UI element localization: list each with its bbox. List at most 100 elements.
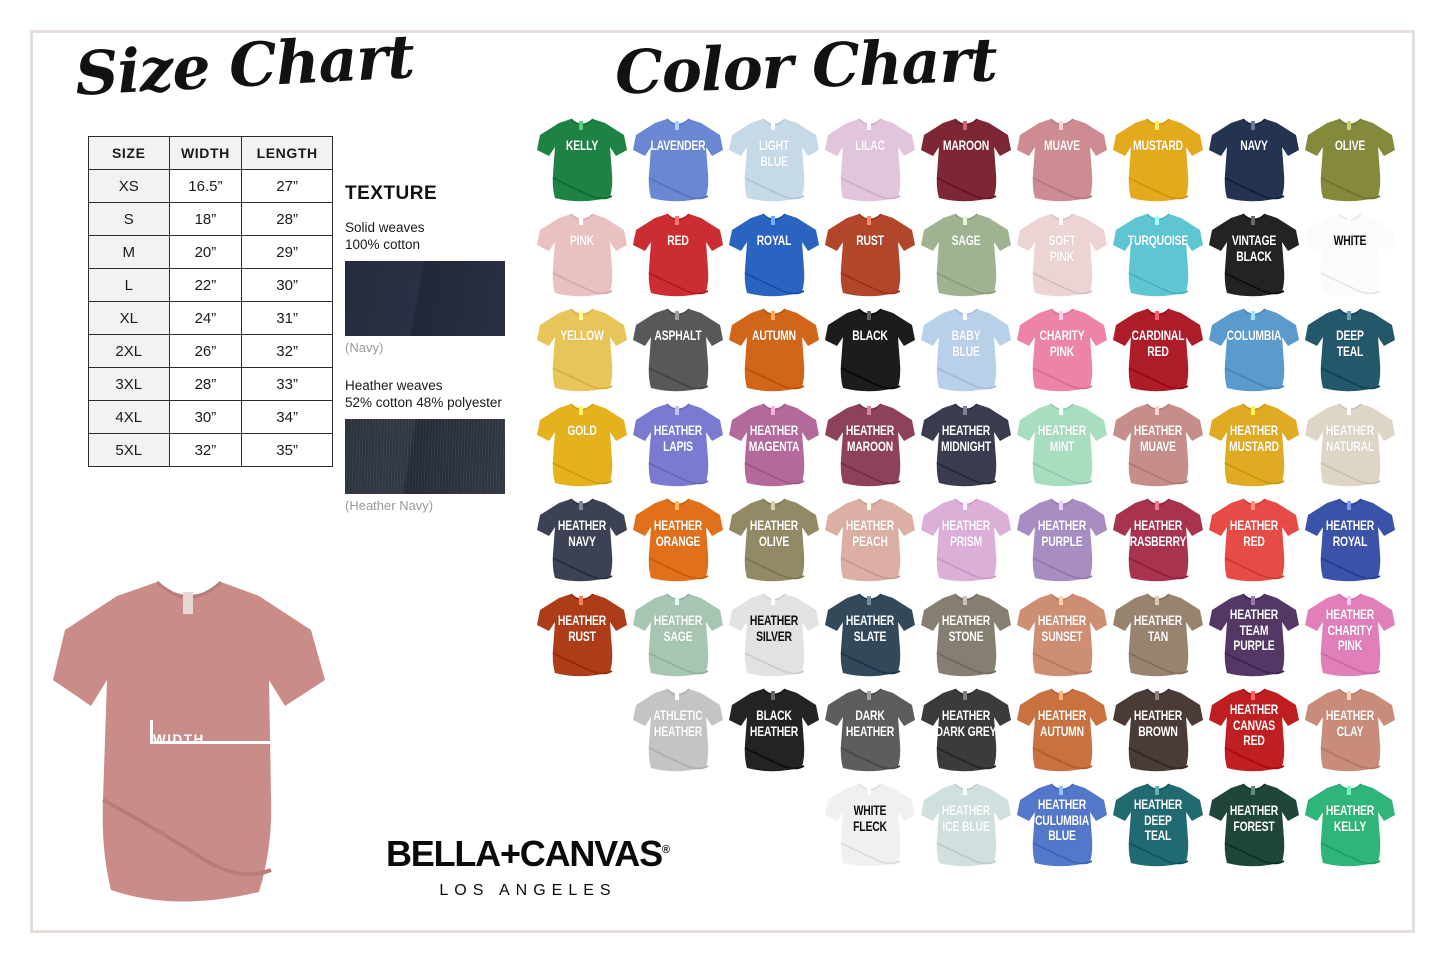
- color-label: GOLD: [567, 422, 597, 438]
- color-swatch-heather-muave[interactable]: HEATHER MUAVE: [1111, 397, 1205, 489]
- color-swatch-heather-tan[interactable]: HEATHER TAN: [1111, 587, 1205, 679]
- color-swatch-heather-lapis[interactable]: HEATHER LAPIS: [631, 397, 725, 489]
- color-swatch-heather-magenta[interactable]: HEATHER MAGENTA: [727, 397, 821, 489]
- color-label: HEATHER ORANGE: [653, 517, 703, 549]
- color-swatch-heather-maroon[interactable]: HEATHER MAROON: [823, 397, 917, 489]
- tshirt-icon: [1305, 308, 1395, 392]
- color-swatch-heather-orange[interactable]: HEATHER ORANGE: [631, 492, 725, 584]
- heather-weave-caption: (Heather Navy): [345, 498, 434, 513]
- color-swatch-heather-dark-grey[interactable]: HEATHER DARK GREY: [919, 682, 1013, 774]
- color-swatch-heather-clay[interactable]: HEATHER CLAY: [1303, 682, 1397, 774]
- color-label: CARDINAL RED: [1131, 327, 1185, 359]
- color-swatch-black-heather[interactable]: BLACK HEATHER: [727, 682, 821, 774]
- tshirt-icon: [1113, 118, 1203, 202]
- color-swatch-vintage-black[interactable]: VINTAGE BLACK: [1207, 207, 1301, 299]
- color-swatch-heather-purple[interactable]: HEATHER PURPLE: [1015, 492, 1109, 584]
- color-swatch-maroon[interactable]: MAROON: [919, 112, 1013, 204]
- tshirt-icon: [1017, 308, 1107, 392]
- color-swatch-soft-pink[interactable]: SOFT PINK: [1015, 207, 1109, 299]
- color-swatch-heather-red[interactable]: HEATHER RED: [1207, 492, 1301, 584]
- tshirt-icon: [1209, 688, 1299, 772]
- color-swatch-mustard[interactable]: MUSTARD: [1111, 112, 1205, 204]
- tshirt-icon: [921, 308, 1011, 392]
- color-swatch-heather-natural[interactable]: HEATHER NATURAL: [1303, 397, 1397, 489]
- color-label: LAVENDER: [650, 137, 706, 153]
- color-swatch-navy[interactable]: NAVY: [1207, 112, 1301, 204]
- color-swatch-heather-ice-blue[interactable]: HEATHER ICE BLUE: [919, 777, 1013, 869]
- color-swatch-heather-kelly[interactable]: HEATHER KELLY: [1303, 777, 1397, 869]
- color-swatch-white[interactable]: WHITE: [1303, 207, 1397, 299]
- color-label: NAVY: [1240, 137, 1268, 153]
- registered-mark: ®: [661, 844, 671, 856]
- color-label: HEATHER TEAM PURPLE: [1229, 606, 1279, 653]
- color-swatch-lilac[interactable]: LILAC: [823, 112, 917, 204]
- color-swatch-heather-mustard[interactable]: HEATHER MUSTARD: [1207, 397, 1301, 489]
- size-cell: 3XL: [88, 367, 170, 401]
- color-swatch-kelly[interactable]: KELLY: [535, 112, 629, 204]
- table-row: XS 16.5” 27”: [88, 169, 333, 203]
- heather-weave-swatch: [345, 419, 505, 494]
- color-swatch-white-fleck[interactable]: WHITE FLECK: [823, 777, 917, 869]
- color-swatch-heather-team-purple[interactable]: HEATHER TEAM PURPLE: [1207, 587, 1301, 679]
- width-cell: 32”: [168, 433, 243, 467]
- color-swatch-heather-rasberry[interactable]: HEATHER RASBERRY: [1111, 492, 1205, 584]
- color-swatch-muave[interactable]: MUAVE: [1015, 112, 1109, 204]
- color-swatch-heather-peach[interactable]: HEATHER PEACH: [823, 492, 917, 584]
- color-swatch-heather-rust[interactable]: HEATHER RUST: [535, 587, 629, 679]
- color-swatch-yellow[interactable]: YELLOW: [535, 302, 629, 394]
- color-swatch-heather-slate[interactable]: HEATHER SLATE: [823, 587, 917, 679]
- color-swatch-pink[interactable]: PINK: [535, 207, 629, 299]
- color-swatch-heather-silver[interactable]: HEATHER SILVER: [727, 587, 821, 679]
- color-swatch-heather-charity-pink[interactable]: HEATHER CHARITY PINK: [1303, 587, 1397, 679]
- color-swatch-gold[interactable]: GOLD: [535, 397, 629, 489]
- size-cell: 5XL: [88, 433, 170, 467]
- color-swatch-rust[interactable]: RUST: [823, 207, 917, 299]
- color-swatch-light-blue[interactable]: LIGHT BLUE: [727, 112, 821, 204]
- color-swatch-autumn[interactable]: AUTUMN: [727, 302, 821, 394]
- color-swatch-red[interactable]: RED: [631, 207, 725, 299]
- width-tick-left: [150, 720, 153, 744]
- color-swatch-turquoise[interactable]: TURQUOISE: [1111, 207, 1205, 299]
- color-swatch-heather-brown[interactable]: HEATHER BROWN: [1111, 682, 1205, 774]
- color-swatch-heather-forest[interactable]: HEATHER FOREST: [1207, 777, 1301, 869]
- tshirt-icon: [537, 593, 627, 677]
- color-swatch-heather-autumn[interactable]: HEATHER AUTUMN: [1015, 682, 1109, 774]
- color-swatch-heather-deep-teal[interactable]: HEATHER DEEP TEAL: [1111, 777, 1205, 869]
- color-swatch-heather-prism[interactable]: HEATHER PRISM: [919, 492, 1013, 584]
- color-swatch-heather-culumbia-blue[interactable]: HEATHER CULUMBIA BLUE: [1015, 777, 1109, 869]
- tshirt-icon: [633, 118, 723, 202]
- color-swatch-heather-sage[interactable]: HEATHER SAGE: [631, 587, 725, 679]
- table-header-width: WIDTH: [168, 136, 243, 170]
- color-swatch-asphalt[interactable]: ASPHALT: [631, 302, 725, 394]
- color-label: HEATHER TAN: [1133, 612, 1183, 644]
- color-swatch-baby-blue[interactable]: BABY BLUE: [919, 302, 1013, 394]
- color-label: HEATHER OLIVE: [749, 517, 799, 549]
- color-label: ROYAL: [756, 232, 792, 248]
- color-swatch-heather-sunset[interactable]: HEATHER SUNSET: [1015, 587, 1109, 679]
- tshirt-icon: [825, 593, 915, 677]
- color-swatch-heather-royal[interactable]: HEATHER ROYAL: [1303, 492, 1397, 584]
- color-row: WHITE FLECK HEATHER ICE BLUE HEATHER CULUM…: [535, 777, 1400, 872]
- color-swatch-heather-canvas-red[interactable]: HEATHER CANVAS RED: [1207, 682, 1301, 774]
- color-swatch-columbia[interactable]: COLUMBIA: [1207, 302, 1301, 394]
- tshirt-icon: [537, 498, 627, 582]
- color-label: HEATHER LAPIS: [653, 422, 703, 454]
- color-swatch-olive[interactable]: OLIVE: [1303, 112, 1397, 204]
- length-cell: 33”: [241, 367, 333, 401]
- color-swatch-cardinal-red[interactable]: CARDINAL RED: [1111, 302, 1205, 394]
- color-swatch-dark-heather[interactable]: DARK HEATHER: [823, 682, 917, 774]
- color-label: BLACK HEATHER: [749, 707, 799, 739]
- color-swatch-heather-stone[interactable]: HEATHER STONE: [919, 587, 1013, 679]
- color-swatch-charity-pink[interactable]: CHARITY PINK: [1015, 302, 1109, 394]
- color-swatch-royal[interactable]: ROYAL: [727, 207, 821, 299]
- table-row: 3XL 28” 33”: [88, 367, 333, 401]
- color-swatch-lavender[interactable]: LAVENDER: [631, 112, 725, 204]
- color-swatch-black[interactable]: BLACK: [823, 302, 917, 394]
- color-swatch-heather-midnight[interactable]: HEATHER MIDNIGHT: [919, 397, 1013, 489]
- color-swatch-athletic-heather[interactable]: ATHLETIC HEATHER: [631, 682, 725, 774]
- color-swatch-heather-mint[interactable]: HEATHER MINT: [1015, 397, 1109, 489]
- color-swatch-heather-olive[interactable]: HEATHER OLIVE: [727, 492, 821, 584]
- color-swatch-heather-navy[interactable]: HEATHER NAVY: [535, 492, 629, 584]
- color-swatch-sage[interactable]: SAGE: [919, 207, 1013, 299]
- color-swatch-deep-teal[interactable]: DEEP TEAL: [1303, 302, 1397, 394]
